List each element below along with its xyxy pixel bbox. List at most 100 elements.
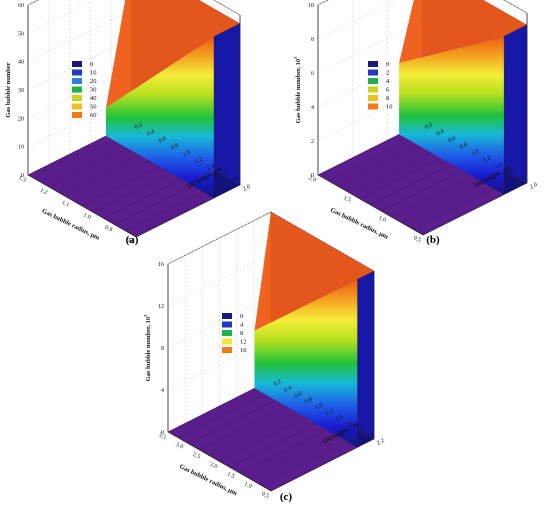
z-tick-label: 4 — [161, 388, 164, 394]
legend-label: 50 — [90, 104, 97, 111]
z-axis-label: Gas bubble number, 103 — [293, 56, 302, 123]
surface-mesh-line — [114, 185, 193, 225]
surface-mesh-line — [338, 146, 421, 188]
legend-label: 4 — [240, 322, 244, 329]
radius-tick-label: 1.2 — [39, 188, 48, 197]
oil-tick-label: 1.8 — [356, 426, 365, 435]
legend-swatch — [222, 330, 232, 336]
chart-panel-b: 02468100.20.40.60.81.01.21.41.61.82.02.0… — [293, 0, 539, 244]
oil-tick-label: 0.8 — [459, 142, 468, 151]
z-tick-label: 0 — [21, 173, 24, 179]
surface-wall — [106, 36, 214, 198]
oil-tick-label: 0.4 — [146, 129, 155, 138]
radius-axis-label: Gas bubble radius, μm — [41, 208, 101, 242]
legend-swatch — [222, 338, 232, 345]
surface-mesh-line — [260, 441, 348, 486]
z-tick-label: 0 — [161, 430, 164, 436]
legend-label: 0 — [90, 61, 93, 68]
radius-tick-label: 3.0 — [175, 442, 184, 451]
z-tick-label: 20 — [18, 116, 24, 122]
radius-tick-label: 0.5 — [412, 235, 421, 244]
radius-tick-label: 2.0 — [307, 175, 316, 184]
legend-swatch — [368, 103, 378, 110]
surface-mesh-line — [391, 176, 473, 218]
legend-swatch — [72, 103, 82, 110]
legend-swatch — [368, 78, 378, 84]
surface-edge — [357, 270, 375, 448]
surface-mesh-line — [49, 148, 128, 188]
legend-swatch — [222, 347, 232, 353]
legend-label: 4 — [386, 78, 390, 85]
oil-tick-label: 1.2 — [482, 155, 491, 164]
surface-mesh-line — [178, 394, 265, 439]
legend-label: 6 — [386, 87, 390, 94]
surface-mesh-line — [370, 164, 452, 206]
surface-mesh-line — [250, 435, 337, 480]
surface-mesh-line — [240, 429, 327, 474]
oil-tick-label: 2.0 — [366, 432, 375, 441]
surface-mesh-line — [81, 166, 161, 207]
surface-mesh-line — [71, 160, 150, 200]
oil-tick-label: 0.2 — [134, 122, 143, 131]
surface-mesh-line — [188, 399, 276, 444]
z-tick-label: 10 — [18, 145, 24, 151]
legend-label: 8 — [386, 95, 389, 102]
surface-wall — [399, 36, 505, 195]
surface-mesh-line — [92, 173, 171, 213]
z-axis-label: Gas bubble number — [5, 62, 12, 117]
oil-tick-label: 0.2 — [424, 122, 433, 131]
surface-mesh-line — [401, 182, 484, 224]
legend-swatch — [72, 112, 82, 118]
legend-label: 8 — [240, 330, 243, 337]
oil-tick-label: 0.4 — [436, 129, 445, 138]
radius-tick-label: 1.5 — [226, 472, 235, 481]
oil-tick-label: 2.0 — [529, 182, 538, 191]
panel-caption-a: (a) — [126, 234, 139, 246]
surface-mesh-line — [198, 405, 286, 450]
z-tick-label: 50 — [18, 31, 24, 37]
z-tick-label: 0 — [311, 173, 314, 179]
oil-tick-label: 1.4 — [494, 162, 503, 171]
z-tick-label: 8 — [161, 346, 164, 352]
legend-label: 2 — [386, 70, 389, 77]
radius-axis-label: Gas bubble radius, μm — [178, 463, 238, 497]
z-axis-label-superscript: 3 — [293, 56, 298, 59]
oil-tick-label: 1.4 — [335, 414, 344, 423]
legend-swatch — [72, 61, 82, 67]
z-tick-label: 6 — [311, 71, 314, 77]
oil-tick-label: 1.6 — [345, 420, 354, 429]
surface-ridge — [399, 0, 527, 63]
front-frame — [27, 5, 241, 238]
legend-swatch — [368, 61, 378, 67]
oil-tick-label: 2.2 — [376, 438, 385, 447]
legend-swatch — [72, 86, 82, 93]
oil-tick-label: 1.0 — [182, 150, 191, 159]
radius-tick-label: 3.5 — [157, 432, 166, 441]
surface-mesh-line — [60, 154, 139, 194]
legend-swatch — [368, 95, 378, 101]
radius-tick-label: 2.5 — [192, 452, 201, 461]
surface-mesh-line — [125, 191, 204, 231]
oil-tick-label: 1.6 — [218, 170, 227, 179]
oil-tick-label: 1.0 — [471, 149, 480, 158]
surface-mesh-line — [229, 423, 317, 468]
legend-swatch — [72, 95, 82, 101]
panel-caption-b: (b) — [426, 234, 440, 246]
oil-tick-label: 1.8 — [517, 175, 526, 184]
legend-label: 40 — [90, 95, 97, 102]
legend-label: 0 — [240, 313, 243, 320]
surface-mesh-line — [209, 411, 296, 456]
surface-mesh-line — [219, 417, 307, 462]
oil-tick-label: 0.6 — [294, 391, 303, 400]
surface-mesh-line — [380, 170, 463, 212]
surface-ridge — [254, 212, 374, 331]
z-tick-label: 10 — [308, 3, 314, 9]
oil-tick-label: 0.8 — [170, 143, 179, 152]
radius-tick-label: 0.8 — [125, 237, 134, 246]
radius-axis-label: Gas bubble radius, μm — [329, 207, 389, 241]
oil-tick-label: 1.2 — [325, 408, 334, 417]
legend-swatch — [222, 313, 232, 319]
oil-tick-label: 0.8 — [304, 397, 313, 406]
radius-tick-label: 1.5 — [342, 195, 351, 204]
